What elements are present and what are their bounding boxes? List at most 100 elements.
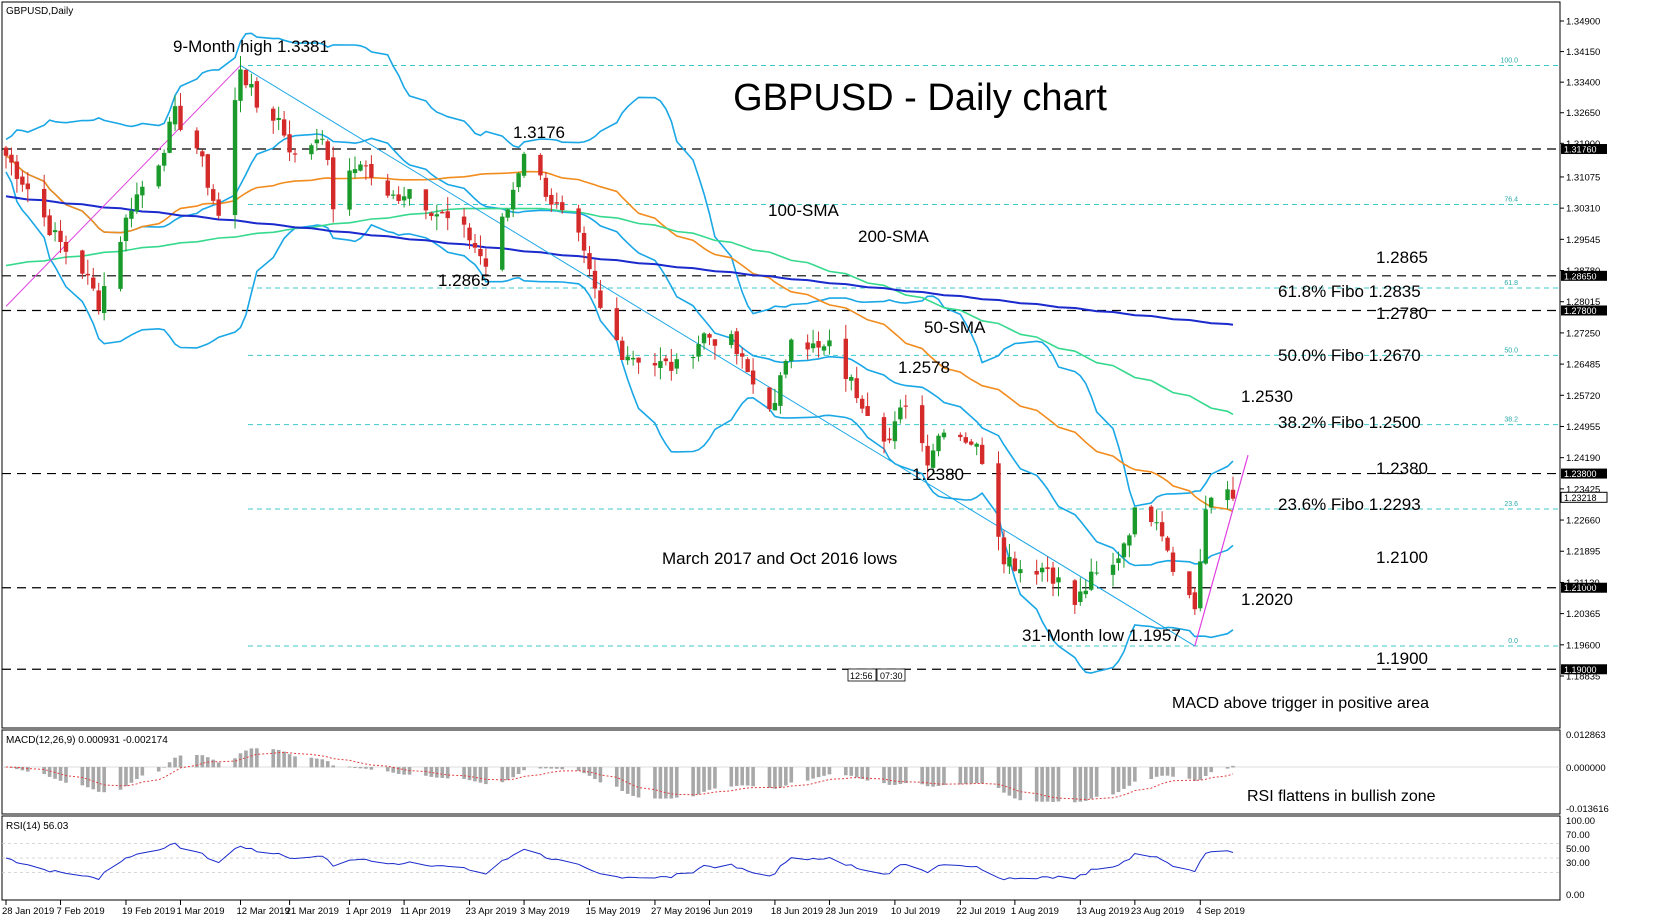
rsi-tick-30: 30.00 — [1566, 858, 1590, 869]
date-tick-label: 28 Jan 2019 — [2, 906, 54, 917]
macd-histogram-bar — [511, 767, 515, 778]
macd-histogram-bar — [713, 767, 717, 789]
date-tick-label: 23 Aug 2019 — [1131, 906, 1184, 917]
rsi-annotation: RSI flattens in bullish zone — [1247, 788, 1436, 805]
fibo-level-tag: 38.2 — [1504, 417, 1518, 424]
candle-body — [445, 211, 450, 219]
date-tick-label: 10 Jul 2019 — [891, 906, 940, 917]
uptrend-line-pink-recent — [1194, 455, 1249, 647]
macd-histogram-bar — [1089, 767, 1094, 799]
date-tick-label: 3 May 2019 — [520, 906, 570, 917]
candle-body — [47, 215, 52, 236]
candle-body — [347, 170, 352, 210]
fibo-label-23-6: 23.6% Fibo 1.2293 — [1278, 495, 1421, 514]
macd-histogram-bar — [789, 767, 794, 783]
level-lines: 1.31760 1.28650 1.27800 1.23800 1.21000 1.190… — [2, 144, 1608, 675]
level-tag-box — [1561, 468, 1607, 479]
candle-body — [887, 438, 892, 441]
candle-body — [369, 163, 374, 178]
candle-body — [96, 290, 101, 311]
candle-body — [1007, 556, 1012, 567]
candle-body — [772, 402, 778, 411]
macd-histogram-bar — [1111, 767, 1115, 795]
candle-body — [1078, 591, 1083, 603]
rsi-pane — [2, 842, 1560, 881]
level-tag-box — [1561, 270, 1607, 281]
candle-body — [750, 370, 756, 385]
macd-histogram-bar — [440, 767, 445, 778]
macd-histogram-bar — [91, 767, 96, 790]
date-tick-label: 23 Apr 2019 — [466, 906, 517, 917]
bollinger-upper — [5, 32, 1234, 508]
candle-body — [1154, 522, 1159, 524]
macd-histogram-bar — [587, 767, 592, 776]
candle-body — [390, 194, 396, 196]
macd-histogram-bar — [1193, 767, 1197, 781]
macd-histogram-bar — [1078, 767, 1083, 802]
candle-body — [314, 139, 320, 144]
price-tick-label: 1.25720 — [1566, 391, 1600, 402]
macd-histogram-bar — [1051, 767, 1055, 802]
macd-histogram-bar — [396, 767, 401, 774]
moving-averages — [5, 155, 1234, 513]
rsi-title: RSI(14) 56.03 — [6, 821, 69, 832]
candle-body — [816, 341, 821, 348]
candle-body — [194, 130, 200, 149]
macd-annotation: MACD above trigger in positive area — [1172, 695, 1429, 712]
candle-body — [625, 356, 630, 361]
candle-body — [821, 346, 827, 351]
candle-body — [740, 353, 745, 357]
macd-histogram-bar — [255, 748, 259, 768]
candle-body — [941, 432, 947, 438]
candle-body — [598, 290, 603, 308]
macd-histogram-bar — [582, 767, 586, 774]
candle-body — [407, 189, 412, 199]
level-tag-box — [1561, 582, 1607, 593]
candle-body — [41, 188, 47, 218]
macd-histogram-bar — [473, 767, 477, 782]
fibo-level-tag: 23.6 — [1504, 501, 1518, 508]
macd-histogram-bar — [734, 767, 739, 786]
candle-body — [63, 241, 69, 252]
date-tick-label: 27 May 2019 — [651, 906, 706, 917]
macd-histogram-bar — [664, 767, 668, 799]
macd-histogram-bar — [773, 767, 777, 789]
macd-histogram-bar — [156, 767, 161, 772]
macd-histogram-bar — [1231, 765, 1235, 768]
candle-body — [1089, 571, 1094, 590]
candle-body — [827, 340, 832, 347]
candle-body — [281, 119, 287, 136]
macd-histogram-bar — [1187, 767, 1192, 779]
candle-body — [478, 248, 483, 257]
macd-histogram-bar — [402, 767, 406, 775]
macd-histogram-bar — [865, 767, 870, 781]
label-200-sma: 200-SMA — [858, 227, 930, 246]
macd-histogram-bar — [505, 767, 510, 781]
candle-body — [810, 343, 816, 349]
candles — [3, 55, 1236, 615]
price-tick-label: 1.21895 — [1566, 547, 1600, 558]
macd-histogram-bar — [893, 767, 897, 785]
date-tick-label: 1 Apr 2019 — [346, 906, 392, 917]
candle-body — [930, 450, 936, 468]
candle-body — [1056, 577, 1061, 583]
candle-body — [925, 445, 930, 466]
macd-histogram-bar — [385, 767, 390, 772]
candle-body — [963, 437, 968, 443]
candle-body — [854, 378, 859, 399]
candle-body — [881, 417, 887, 442]
macd-histogram-bar — [904, 767, 908, 784]
macd-histogram-bar — [614, 767, 619, 787]
candle-body — [118, 241, 123, 289]
candle-body — [1034, 570, 1039, 575]
price-tick-label: 1.21130 — [1566, 578, 1600, 589]
macd-histogram-bar — [135, 767, 139, 780]
macd-histogram-bar — [195, 755, 199, 768]
macd-histogram-bar — [1018, 767, 1023, 801]
macd-histogram-bar — [124, 767, 128, 787]
annotation-march-2017-lows: March 2017 and Oct 2016 lows — [662, 549, 897, 568]
candle-body — [358, 164, 363, 171]
macd-histogram-bar — [1149, 767, 1153, 779]
candle-body — [789, 339, 794, 362]
candle-body — [292, 153, 298, 155]
